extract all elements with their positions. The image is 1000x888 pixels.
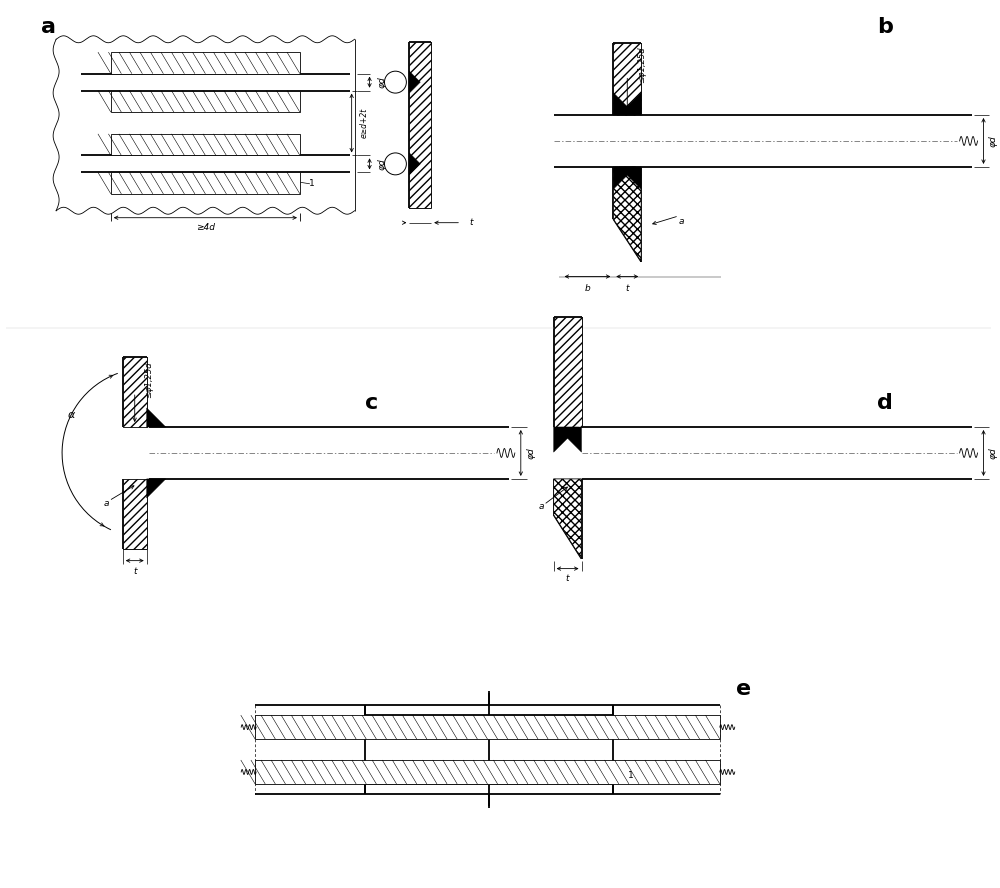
Text: c: c — [365, 393, 378, 413]
Text: ≤φ1,25d: ≤φ1,25d — [637, 46, 646, 83]
Text: φd: φd — [378, 158, 387, 170]
Polygon shape — [123, 479, 147, 549]
Polygon shape — [409, 43, 431, 208]
Polygon shape — [613, 44, 641, 115]
Text: e≥d+2t: e≥d+2t — [360, 107, 369, 139]
Text: t: t — [626, 284, 629, 293]
Text: b: b — [585, 284, 590, 293]
Bar — [255, 760, 720, 784]
Text: t: t — [133, 567, 136, 576]
Text: e: e — [736, 679, 751, 699]
Circle shape — [384, 71, 406, 93]
Text: b: b — [877, 18, 893, 37]
Polygon shape — [619, 167, 641, 189]
Text: φd: φd — [378, 76, 387, 88]
Text: d: d — [877, 393, 893, 413]
Text: φd: φd — [989, 135, 998, 147]
Text: ≤φ1,25d: ≤φ1,25d — [144, 361, 153, 398]
Bar — [111, 52, 300, 74]
Text: a: a — [41, 18, 56, 37]
Polygon shape — [556, 427, 582, 452]
Bar — [111, 172, 300, 194]
Text: a: a — [678, 218, 684, 226]
Circle shape — [384, 153, 406, 175]
Polygon shape — [619, 92, 641, 115]
Polygon shape — [409, 71, 420, 93]
Text: t: t — [566, 574, 569, 583]
Bar — [111, 134, 300, 155]
Polygon shape — [147, 408, 166, 427]
Polygon shape — [613, 167, 636, 189]
Polygon shape — [554, 479, 582, 559]
Text: ≥4d: ≥4d — [196, 223, 215, 232]
Polygon shape — [123, 357, 147, 427]
Text: φd: φd — [989, 447, 998, 459]
Text: φd: φd — [526, 447, 535, 459]
Polygon shape — [554, 427, 579, 452]
Polygon shape — [147, 479, 166, 498]
Polygon shape — [613, 167, 641, 262]
Bar — [255, 715, 720, 739]
Polygon shape — [409, 153, 420, 175]
Text: α: α — [67, 410, 75, 420]
Text: t: t — [469, 218, 473, 227]
Text: 1: 1 — [309, 179, 315, 188]
Polygon shape — [554, 317, 582, 427]
Text: a: a — [539, 503, 544, 511]
Text: a: a — [104, 499, 110, 508]
Polygon shape — [613, 92, 636, 115]
Bar — [111, 91, 300, 112]
Text: 1: 1 — [628, 772, 634, 781]
